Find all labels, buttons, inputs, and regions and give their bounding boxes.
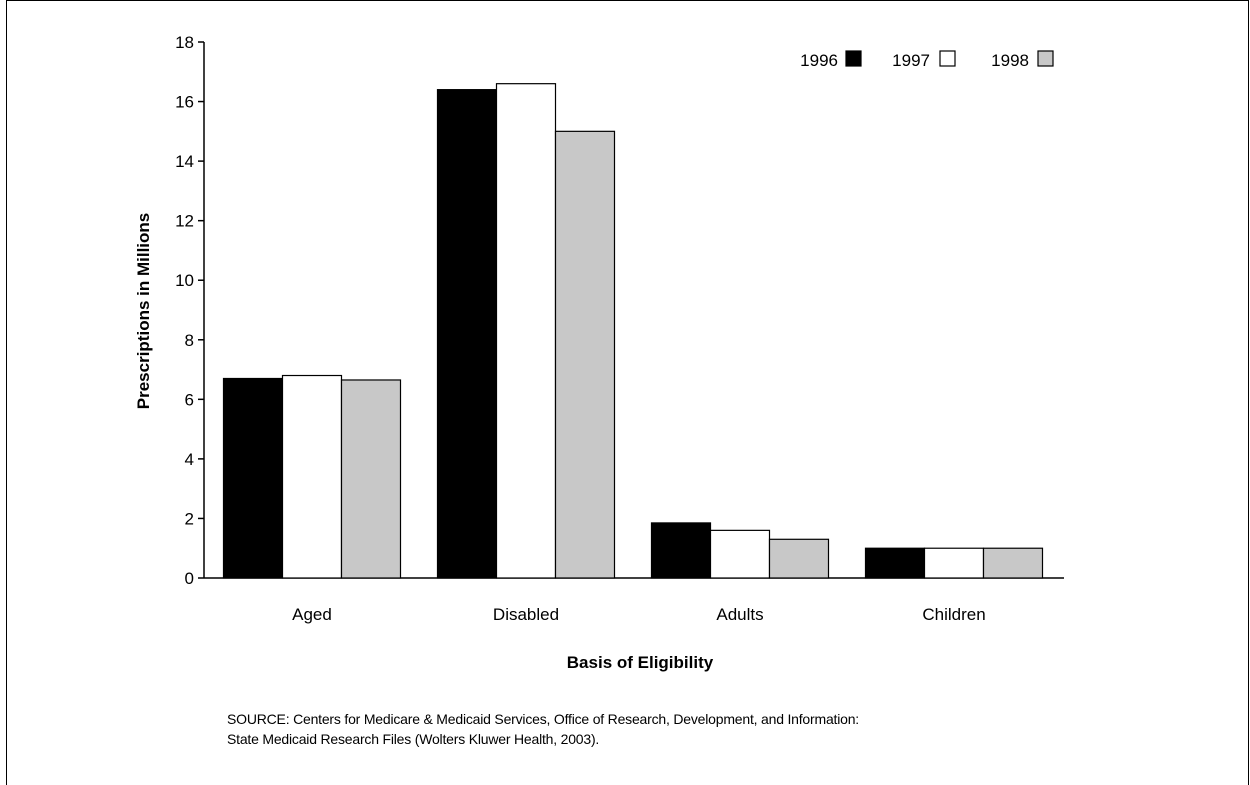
y-tick-label: 14: [175, 152, 194, 171]
category-labels: Aged Disabled Adults Children: [292, 605, 986, 624]
y-tick-label: 0: [185, 569, 194, 588]
legend: 1996 1997 1998: [800, 50, 1054, 70]
bar-children-1997: [923, 547, 985, 579]
source-line-2: State Medicaid Research Files (Wolters K…: [227, 731, 600, 747]
bar-aged-1998: [340, 379, 402, 579]
source-line-1: SOURCE: Centers for Medicare & Medicaid …: [227, 711, 859, 727]
y-tick-label: 18: [175, 33, 194, 52]
x-tick-label: Disabled: [493, 605, 559, 624]
bars: [222, 83, 1044, 579]
y-tick-label: 8: [185, 331, 194, 350]
bar-aged-1997: [281, 374, 343, 579]
bar-children-1996: [864, 547, 926, 579]
bar-disabled-1998: [554, 130, 616, 579]
x-tick-label: Aged: [292, 605, 332, 624]
x-tick-label: Children: [922, 605, 985, 624]
bar-aged-1996: [222, 377, 284, 579]
y-tick-label: 6: [185, 390, 194, 409]
source-note: SOURCE: Centers for Medicare & Medicaid …: [227, 709, 1127, 749]
bar-children-1998: [982, 547, 1044, 579]
y-tick-label: 2: [185, 509, 194, 528]
bar-adults-1998: [768, 538, 830, 579]
y-tick-label: 4: [185, 450, 194, 469]
legend-label-1998: 1998: [991, 51, 1029, 70]
legend-swatch-1998: [1037, 50, 1054, 67]
y-tick-label: 12: [175, 212, 194, 231]
y-tick-label: 10: [175, 271, 194, 290]
x-tick-label: Adults: [716, 605, 763, 624]
legend-swatch-1997: [939, 50, 956, 67]
legend-label-1996: 1996: [800, 51, 838, 70]
y-tick-label: 16: [175, 93, 194, 112]
bar-adults-1997: [709, 529, 771, 579]
bar-disabled-1996: [436, 89, 498, 579]
figure-frame: [6, 0, 1249, 785]
x-axis-title: Basis of Eligibility: [567, 653, 714, 672]
bar-disabled-1997: [495, 83, 557, 579]
y-axis: 0 2 4 6 8 10 12 14 16 18: [175, 33, 205, 588]
legend-label-1997: 1997: [892, 51, 930, 70]
y-axis-title: Prescriptions in Millions: [134, 213, 153, 409]
bar-adults-1996: [650, 522, 712, 579]
legend-swatch-1996: [845, 50, 862, 67]
